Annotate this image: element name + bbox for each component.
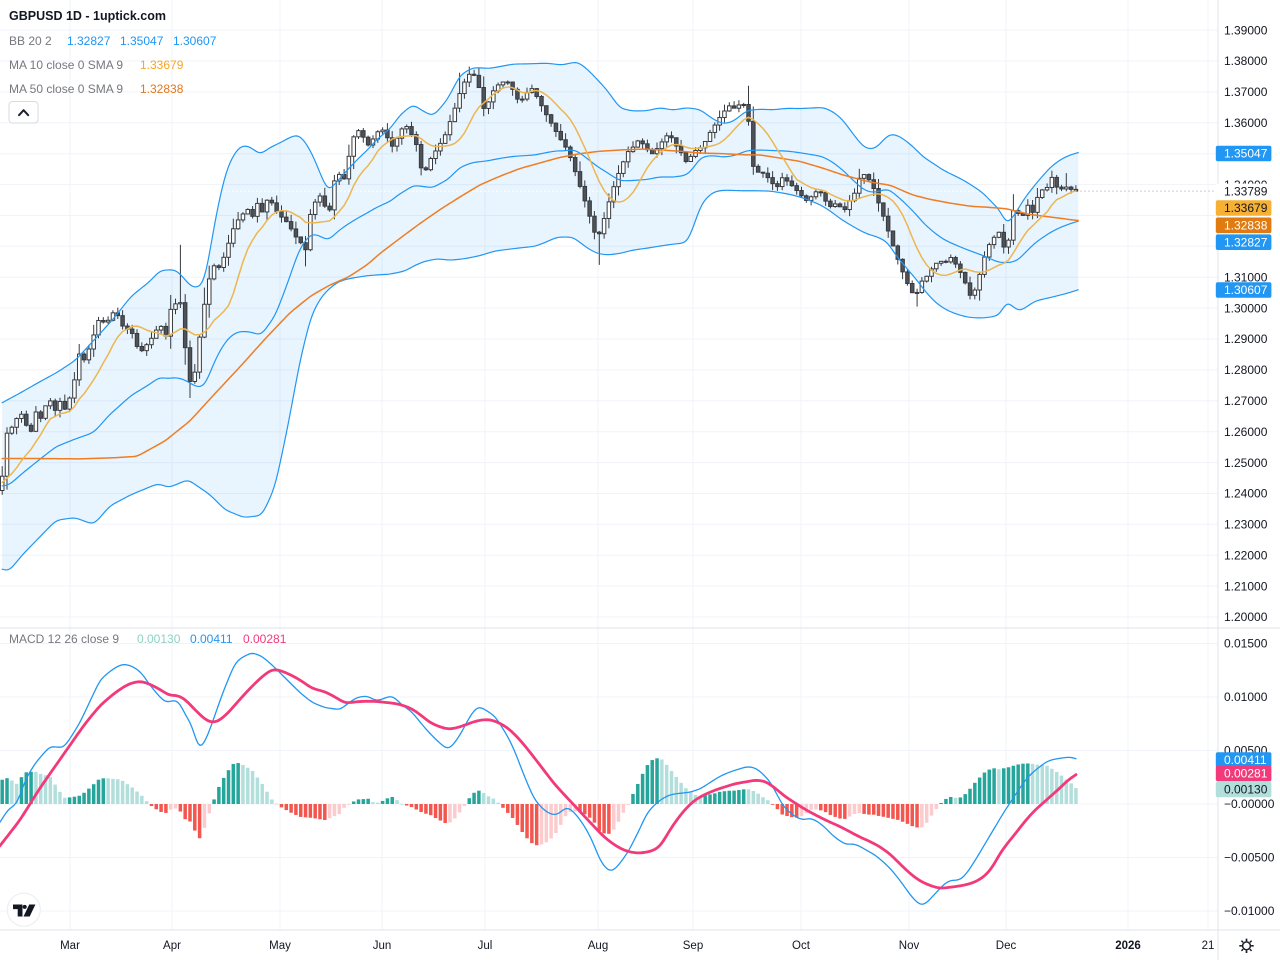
svg-text:2026: 2026 xyxy=(1115,940,1141,952)
svg-text:1.32838: 1.32838 xyxy=(1224,219,1268,233)
svg-text:BB 20 2: BB 20 2 xyxy=(9,34,52,48)
svg-text:1.27000: 1.27000 xyxy=(1224,394,1268,408)
svg-text:1.32827: 1.32827 xyxy=(1224,235,1268,249)
svg-text:Mar: Mar xyxy=(60,940,80,952)
svg-text:1.39000: 1.39000 xyxy=(1224,23,1268,37)
svg-text:1.20000: 1.20000 xyxy=(1224,610,1268,624)
svg-text:Sep: Sep xyxy=(683,940,703,952)
svg-text:Apr: Apr xyxy=(163,940,181,952)
svg-text:0.00411: 0.00411 xyxy=(1224,753,1267,767)
svg-text:Jul: Jul xyxy=(478,940,493,952)
svg-text:MA 50 close 0 SMA 9: MA 50 close 0 SMA 9 xyxy=(9,82,123,96)
svg-text:0.00130: 0.00130 xyxy=(137,632,181,646)
svg-text:1.37000: 1.37000 xyxy=(1224,85,1268,99)
svg-text:Aug: Aug xyxy=(588,940,608,952)
svg-text:1.23000: 1.23000 xyxy=(1224,518,1268,532)
svg-text:1.36000: 1.36000 xyxy=(1224,116,1268,130)
svg-text:1.30000: 1.30000 xyxy=(1224,301,1268,315)
svg-text:0.00130: 0.00130 xyxy=(1224,783,1268,797)
svg-text:1.28000: 1.28000 xyxy=(1224,363,1268,377)
svg-text:1.22000: 1.22000 xyxy=(1224,548,1268,562)
svg-text:Nov: Nov xyxy=(899,940,920,952)
svg-text:1.35047: 1.35047 xyxy=(1224,147,1268,161)
svg-text:MACD 12 26 close 9: MACD 12 26 close 9 xyxy=(9,632,119,646)
svg-text:GBPUSD 1D - 1uptick.com: GBPUSD 1D - 1uptick.com xyxy=(9,9,166,23)
svg-text:1.21000: 1.21000 xyxy=(1224,579,1268,593)
svg-text:1.38000: 1.38000 xyxy=(1224,54,1268,68)
svg-text:1.24000: 1.24000 xyxy=(1224,487,1268,501)
svg-text:1.26000: 1.26000 xyxy=(1224,425,1268,439)
svg-text:0.00411: 0.00411 xyxy=(190,632,233,646)
svg-text:0.00281: 0.00281 xyxy=(243,632,287,646)
svg-text:−0.00000: −0.00000 xyxy=(1224,797,1275,811)
svg-text:0.00281: 0.00281 xyxy=(1224,767,1268,781)
svg-text:May: May xyxy=(269,940,291,952)
svg-text:MA 10 close 0 SMA 9: MA 10 close 0 SMA 9 xyxy=(9,58,123,72)
svg-text:−0.01000: −0.01000 xyxy=(1224,904,1275,918)
svg-text:Jun: Jun xyxy=(373,940,392,952)
svg-text:1.33679: 1.33679 xyxy=(140,58,184,72)
svg-text:1.35047: 1.35047 xyxy=(120,34,164,48)
svg-text:1.30607: 1.30607 xyxy=(173,34,217,48)
svg-text:1.31000: 1.31000 xyxy=(1224,270,1268,284)
svg-text:1.29000: 1.29000 xyxy=(1224,332,1268,346)
svg-text:0.01000: 0.01000 xyxy=(1224,690,1268,704)
svg-text:1.32838: 1.32838 xyxy=(140,82,184,96)
svg-text:Oct: Oct xyxy=(792,940,811,952)
svg-text:1.33789: 1.33789 xyxy=(1224,185,1268,199)
svg-text:0.01500: 0.01500 xyxy=(1224,637,1268,651)
svg-text:21: 21 xyxy=(1202,940,1215,952)
svg-text:Dec: Dec xyxy=(996,940,1017,952)
svg-text:1.25000: 1.25000 xyxy=(1224,456,1268,470)
svg-text:1.33679: 1.33679 xyxy=(1224,201,1268,215)
svg-text:1.30607: 1.30607 xyxy=(1224,283,1268,297)
svg-text:1.32827: 1.32827 xyxy=(67,34,111,48)
svg-text:−0.00500: −0.00500 xyxy=(1224,851,1275,865)
